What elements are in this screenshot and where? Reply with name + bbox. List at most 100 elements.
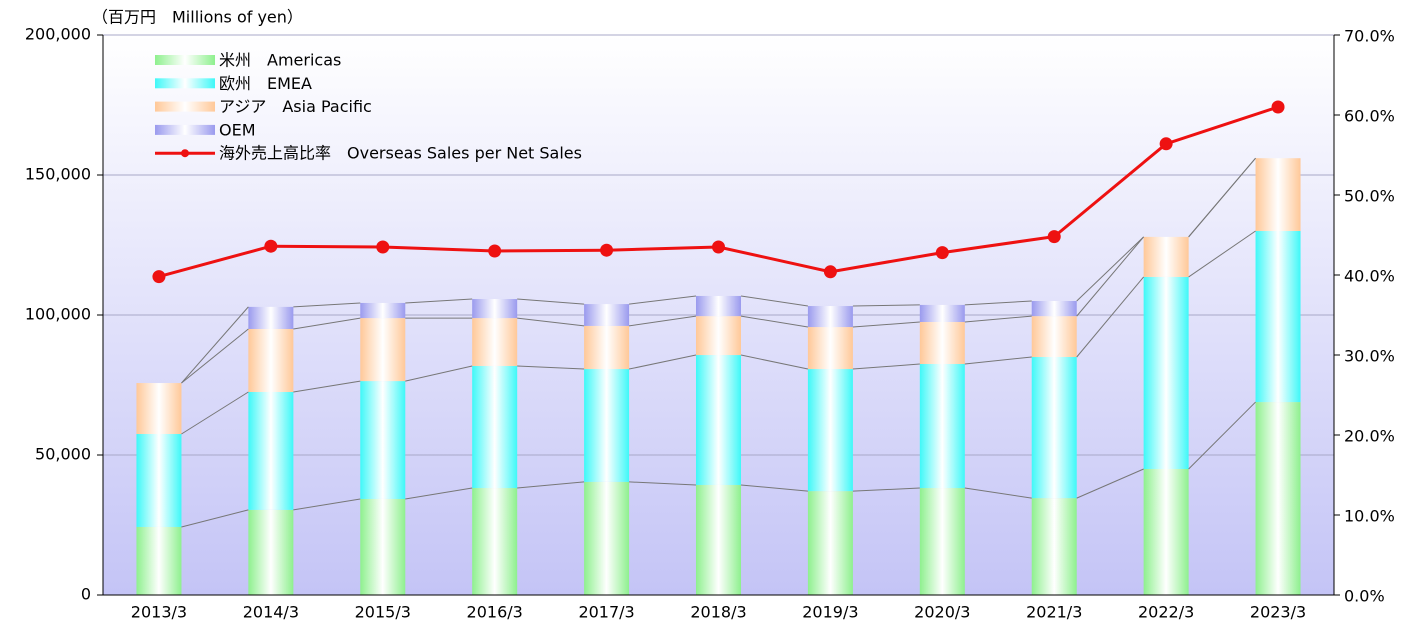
y2-tick-label: 70.0% [1344,27,1395,46]
x-tick-label: 2014/3 [243,603,299,622]
x-tick-label: 2022/3 [1138,603,1194,622]
legend-swatch [155,55,215,65]
connector [181,328,249,384]
bar [584,369,630,482]
bar [472,299,518,319]
connector [1076,468,1144,499]
legend-label: 米州 Americas [219,51,341,70]
legend-swatch [155,124,215,135]
x-tick-label: 2013/3 [131,603,187,622]
connector [293,302,361,308]
bar [136,434,182,527]
x-tick-label: 2017/3 [578,603,634,622]
connector [1076,276,1145,358]
bar [919,322,965,364]
y-tick-label: 50,000 [35,445,91,464]
point [1271,100,1285,114]
connector [1076,236,1144,302]
y-tick-label: 150,000 [25,165,91,184]
y-tick-label: 200,000 [25,25,91,44]
bar [248,392,294,510]
bar [696,355,741,485]
y2-tick-label: 60.0% [1344,107,1395,126]
connector [293,498,361,511]
bar [248,329,294,392]
connector [293,380,361,393]
connector [852,304,920,307]
connector [852,487,920,492]
connector [405,487,473,500]
point [264,239,278,253]
bar [807,327,853,370]
connector [181,391,249,435]
point [1159,137,1173,151]
bar [1255,402,1301,595]
bar [360,318,406,382]
x-tick-label: 2021/3 [1026,603,1082,622]
y-tick-label: 0 [81,585,91,604]
bar [248,509,294,595]
bar [472,318,518,366]
legend-label: 海外売上高比率 Overseas Sales per Net Sales [219,144,582,163]
connector [181,306,249,384]
x-tick-label: 2020/3 [914,603,970,622]
point [152,270,166,284]
bar [1143,276,1189,469]
connector [181,509,249,528]
bar [248,306,294,329]
bar [360,498,406,595]
connector [517,317,585,327]
connector [517,298,585,305]
bar [1255,231,1301,403]
y2-tick-label: 50.0% [1344,187,1395,206]
connector [1188,230,1256,278]
bar [919,304,965,322]
connector [964,487,1032,499]
connector [1188,401,1256,470]
legend-swatch [155,78,215,89]
bar [584,481,630,595]
connector [740,315,808,328]
bar [696,316,741,356]
bar [1143,236,1189,277]
connector [1188,157,1256,238]
point [823,265,837,279]
bar [360,302,406,319]
bar [472,365,518,489]
connector [964,356,1032,365]
bar [807,491,853,595]
connector [1076,236,1145,317]
bar [919,364,965,489]
connector [852,363,920,370]
point [376,240,390,254]
connector [517,481,585,489]
bar [1031,357,1077,499]
bar [1031,301,1077,317]
connector [964,300,1032,306]
point [600,243,614,257]
bar [1031,316,1077,357]
y2-tick-label: 30.0% [1344,347,1395,366]
connector [293,317,361,330]
legend-label: 欧州 EMEA [219,74,312,93]
connector [740,295,808,307]
legend-swatch [181,149,189,158]
y2-tick-label: 0.0% [1344,587,1385,606]
legend-swatch [155,101,215,112]
bar [807,306,853,328]
bar [584,304,630,326]
connector [517,365,585,370]
point [1047,230,1061,244]
connector [629,315,697,327]
y2-tick-label: 20.0% [1344,427,1395,446]
y-axis-label: （百万円 Millions of yen） [92,8,303,27]
connector [740,354,809,370]
connector [629,295,697,305]
x-tick-label: 2018/3 [690,603,746,622]
bar [1255,158,1301,231]
connector [852,321,920,328]
legend-label: OEM [219,120,256,139]
bar [807,369,853,492]
bar [696,295,741,317]
